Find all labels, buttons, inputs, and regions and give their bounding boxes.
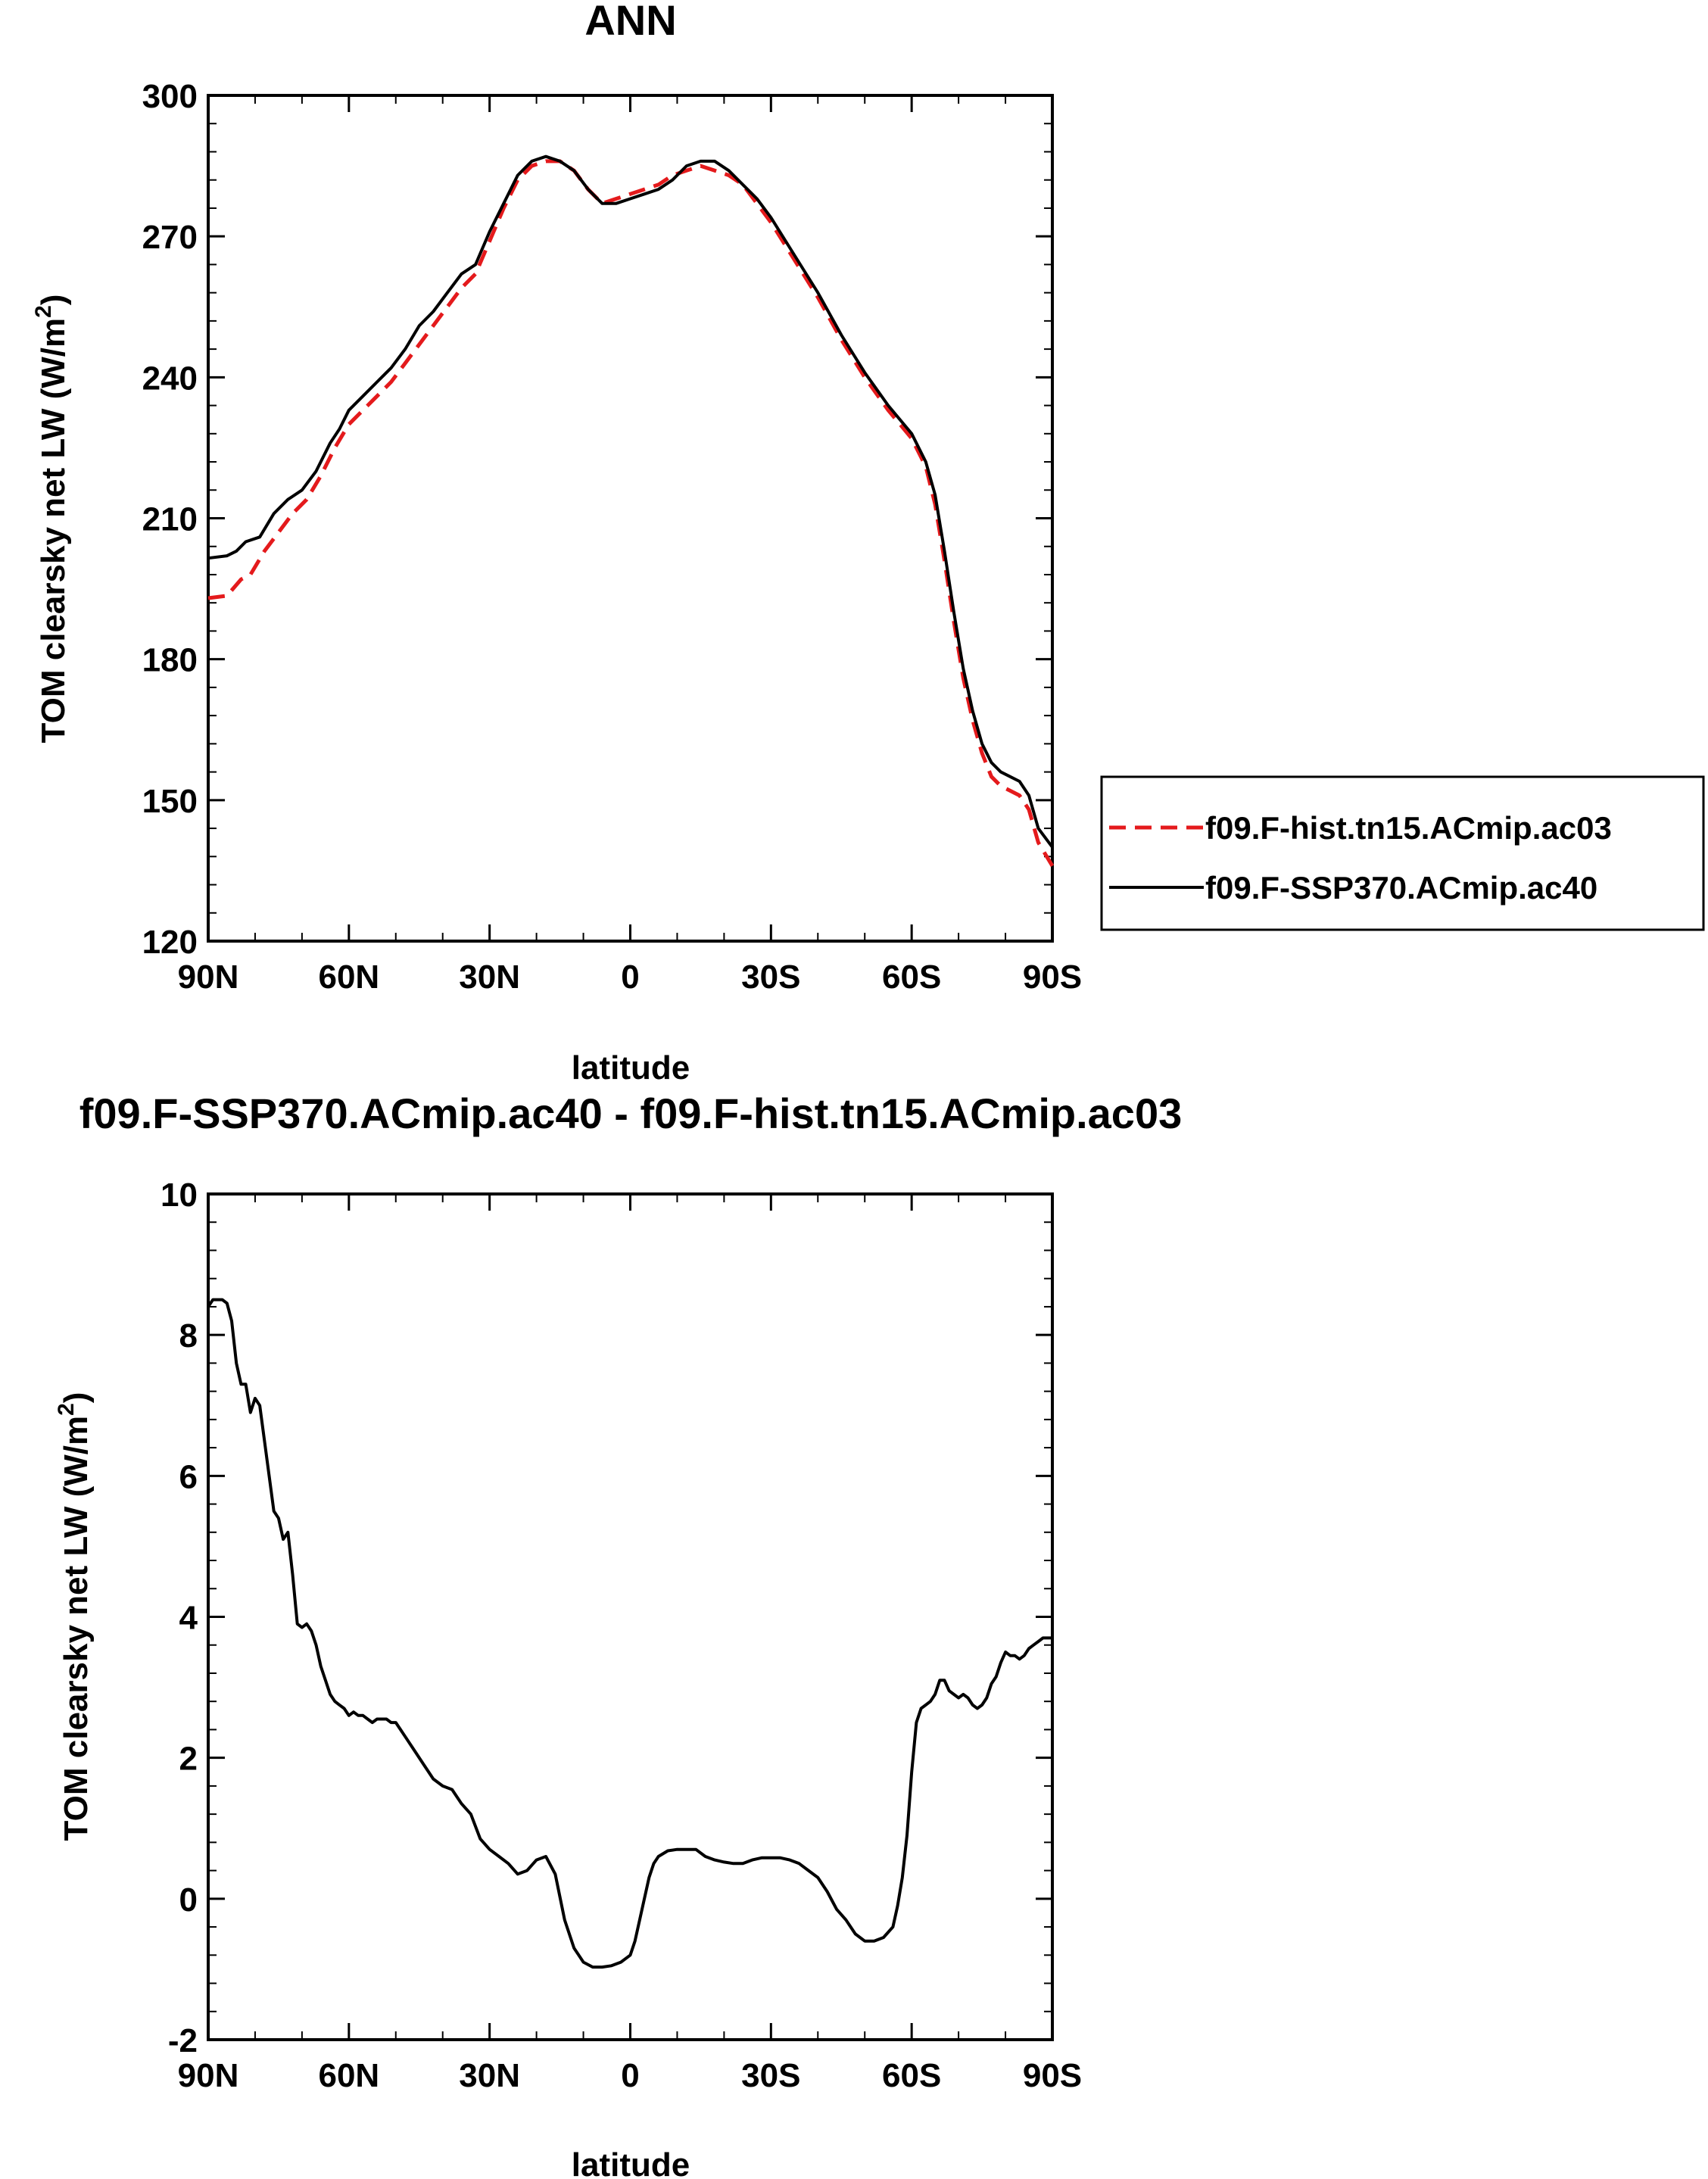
bottom-series-lines (207, 1298, 1052, 1969)
top-y-label-close: ) (35, 295, 72, 306)
top-chart-title: ANN (584, 0, 676, 44)
top-y-tick-label: 210 (142, 501, 198, 538)
bottom-x-tick-label: 90N (178, 2057, 239, 2094)
bottom-y-tick-label: 2 (179, 1741, 198, 1778)
bottom-plot-frame (207, 1192, 1054, 2041)
bottom-x-tick-label: 30N (459, 2057, 520, 2094)
bottom-y-label-close: ) (58, 1392, 95, 1404)
top-x-tick-label: 30N (459, 959, 520, 996)
bottom-series-line-1 (207, 1298, 1052, 1969)
top-x-tick-label: 0 (621, 959, 639, 996)
bottom-y-tick-label: 0 (179, 1881, 198, 1919)
bottom-y-tick-label: -2 (168, 2022, 198, 2059)
bottom-x-axis-label: latitude (572, 2146, 690, 2179)
top-x-tick-label: 90N (178, 959, 239, 996)
bottom-y-axis-label: TOM clearsky net LW (W/m2) (54, 1392, 95, 1841)
top-series-lines (207, 154, 1055, 867)
bottom-axis-ticks: 90N 60N 30N 0 30S 60S 90S -2 0 2 4 6 8 10 (161, 1177, 1082, 2094)
top-y-tick-label: 180 (142, 642, 198, 679)
legend-box (1100, 775, 1705, 931)
top-x-tick-label: 60N (318, 959, 379, 996)
bottom-x-tick-label: 90S (1023, 2057, 1082, 2094)
bottom-panel: f09.F-SSP370.ACmip.ac40 - f09.F-hist.tn1… (54, 1090, 1182, 2179)
top-y-axis-label: TOM clearsky net LW (W/m2) (31, 295, 72, 743)
top-x-tick-label: 60S (882, 959, 941, 996)
top-x-tick-label: 30S (741, 959, 800, 996)
bottom-x-tick-label: 30S (741, 2057, 800, 2094)
bottom-chart-title: f09.F-SSP370.ACmip.ac40 - f09.F-hist.tn1… (79, 1090, 1183, 1137)
top-series-line-2 (207, 154, 1054, 849)
top-y-label-main: TOM clearsky net LW (W/m (35, 318, 72, 743)
bottom-x-tick-label: 0 (621, 2057, 639, 2094)
top-axis-ticks: 90N 60N 30N 0 30S 60S 90S 120 150 180 210 240 270 300 (142, 78, 1083, 996)
bottom-y-tick-label: 4 (179, 1600, 198, 1637)
top-y-tick-label: 120 (142, 924, 198, 961)
legend-label-hist: f09.F-hist.tn15.ACmip.ac03 (1205, 810, 1612, 846)
bottom-x-tick-label: 60S (882, 2057, 941, 2094)
legend-label-ssp370: f09.F-SSP370.ACmip.ac40 (1205, 870, 1597, 906)
top-plot-frame (207, 94, 1054, 943)
legend: f09.F-hist.tn15.ACmip.ac03 f09.F-SSP370.… (1100, 775, 1705, 931)
bottom-y-tick-label: 6 (179, 1458, 198, 1495)
bottom-y-label-main: TOM clearsky net LW (W/m (58, 1416, 95, 1841)
top-y-label-superscript: 2 (31, 305, 56, 318)
top-series-line-1 (207, 159, 1055, 867)
top-x-axis-label: latitude (572, 1049, 690, 1086)
top-panel: ANN 90N 60N 30N 0 30S 60S 90S 120 150 180 210 240 27… (31, 0, 1705, 1086)
top-y-tick-label: 270 (142, 219, 198, 256)
bottom-y-tick-label: 8 (179, 1317, 198, 1354)
top-y-tick-label: 240 (142, 360, 198, 397)
top-y-tick-label: 150 (142, 783, 198, 820)
bottom-x-tick-label: 60N (318, 2057, 379, 2094)
top-y-tick-label: 300 (142, 78, 198, 115)
top-x-tick-label: 90S (1023, 959, 1082, 996)
bottom-y-tick-label: 10 (161, 1177, 198, 1214)
bottom-y-label-superscript: 2 (54, 1403, 79, 1416)
